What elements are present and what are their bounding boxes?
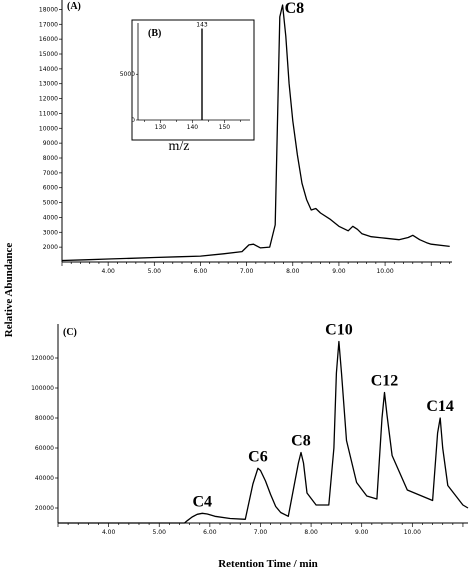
y-tick-label: 60000: [35, 445, 54, 452]
y-tick-label: 3000: [43, 229, 58, 236]
peak-label-c10: C10: [325, 322, 353, 339]
y-tick-label: 14000: [39, 66, 58, 73]
x-tick-label: 4.00: [101, 268, 115, 275]
peak-label-c8-a: C8: [285, 0, 305, 17]
y-tick-label: 120000: [31, 355, 54, 362]
y-tick-label: 8000: [43, 155, 58, 162]
x-tick-label: 5.00: [153, 529, 167, 536]
x-tick-label: 10.00: [404, 529, 421, 536]
y-tick-label: 13000: [39, 81, 58, 88]
y-tick-label: 12000: [39, 96, 58, 103]
y-tick-label: 16000: [39, 36, 58, 43]
peak-label-c6: C6: [248, 448, 268, 465]
peak-label-c4: C4: [192, 493, 212, 510]
peak-label-c12: C12: [371, 373, 399, 390]
x-tick-label: 8.00: [304, 529, 318, 536]
panel-a-chart: 4.00 5.00 6.00 7.00 8.00 9.00 10.00 2000 3000 400…: [39, 0, 452, 275]
y-tick-label: 4000: [43, 214, 58, 221]
y-tick-label: 40000: [35, 475, 54, 482]
x-tick-label: 7.00: [254, 529, 268, 536]
y-tick-label: 18000: [39, 6, 58, 13]
x-tick-label: 4.00: [102, 529, 116, 536]
x-tick-label: 6.00: [194, 268, 208, 275]
x-tick-label: 7.00: [240, 268, 254, 275]
y-tick-label: 5000: [43, 200, 58, 207]
y-tick-label: 17000: [39, 21, 58, 28]
x-tick-label: 6.00: [203, 529, 217, 536]
inset-x-axis-title: m/z: [169, 139, 190, 154]
panel-label: (B): [148, 28, 161, 39]
peak-label-c14: C14: [426, 398, 454, 415]
panel-c-chart: 4.00 5.00 6.00 7.00 8.00 9.00 10.00 20000 40000 6…: [31, 322, 469, 536]
y-tick-label: 2000: [43, 244, 58, 251]
y-tick-label: 20000: [35, 505, 54, 512]
inset-x-tick-label: 130: [155, 124, 167, 131]
x-tick-label: 5.00: [148, 268, 162, 275]
y-tick-label: 7000: [43, 170, 58, 177]
chromatogram-trace: [61, 4, 450, 262]
y-tick-label: 9000: [43, 140, 58, 147]
y-axis-title: Relative Abundance: [3, 243, 15, 338]
x-tick-label: 8.00: [286, 268, 300, 275]
y-tick-label: 100000: [31, 385, 54, 392]
y-tick-label: 6000: [43, 185, 58, 192]
y-tick-label: 15000: [39, 51, 58, 58]
y-tick-label: 80000: [35, 415, 54, 422]
inset-x-tick-label: 140: [187, 124, 199, 131]
chromatogram-trace: [58, 340, 469, 524]
y-tick-label: 10000: [39, 125, 58, 132]
x-tick-label: 10.00: [376, 268, 393, 275]
panel-b-inset: 130 140 150 0 5000 143 (B) m/z: [120, 19, 255, 154]
inset-y-tick-label: 0: [131, 117, 135, 124]
x-tick-label: 9.00: [355, 529, 369, 536]
panel-label: (A): [67, 1, 81, 12]
peak-label-c8: C8: [291, 433, 311, 450]
y-tick-label: 11000: [39, 110, 58, 117]
x-tick-label: 9.00: [332, 268, 346, 275]
inset-x-tick-label: 150: [219, 124, 231, 131]
panel-label: (C): [63, 327, 77, 338]
x-axis-title: Retention Time / min: [218, 558, 318, 569]
inset-y-tick-label: 5000: [120, 71, 135, 78]
inset-bar-label: 143: [196, 21, 208, 28]
